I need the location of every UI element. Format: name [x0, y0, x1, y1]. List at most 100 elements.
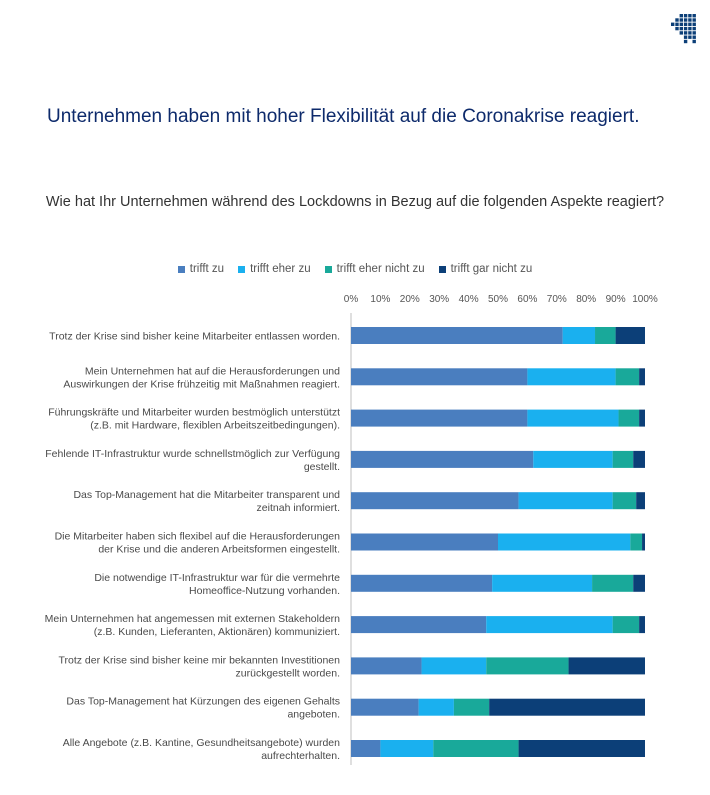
bar-segment — [351, 409, 528, 427]
bar-segment — [639, 368, 645, 386]
legend-item: trifft gar nicht zu — [438, 263, 533, 275]
category-label: (z.B. Kunden, Lieferanten, Aktionären) k… — [94, 626, 340, 638]
logo-square — [679, 14, 683, 18]
bar-segment — [351, 616, 487, 634]
legend-swatch — [177, 265, 185, 273]
bar-segment — [351, 533, 498, 551]
bar-segment — [498, 533, 631, 551]
logo-square — [679, 26, 683, 31]
bar-segment — [486, 616, 613, 634]
logo-square — [688, 31, 692, 35]
bar-segment — [527, 368, 616, 386]
bar-segment — [618, 409, 640, 427]
logo-square — [688, 14, 692, 18]
bar-segment — [351, 492, 519, 510]
x-tick-label: 90% — [606, 294, 626, 305]
category-label: Das Top-Management hat Kürzungen des eig… — [66, 696, 340, 708]
bar-segment — [351, 450, 534, 468]
category-label: Mein Unternehmen hat auf die Herausforde… — [85, 365, 340, 377]
legend-label: trifft zu — [189, 263, 225, 275]
chart-legend: trifft zu trifft eher zu trifft eher nicht… — [0, 263, 710, 275]
logo-square — [692, 14, 696, 18]
category-label: Das Top-Management hat die Mitarbeiter t… — [73, 489, 340, 501]
logo-square — [683, 18, 688, 22]
logo-square — [675, 18, 679, 22]
logo-square — [675, 26, 679, 31]
x-tick-label: 40% — [459, 294, 479, 305]
x-tick-label: 70% — [547, 294, 567, 305]
bar-segment — [518, 740, 645, 757]
bar-segment — [489, 698, 645, 716]
logo-square — [683, 26, 688, 31]
category-label: Führungskräfte und Mitarbeiter wurden be… — [48, 407, 340, 419]
legend-swatch — [438, 265, 446, 273]
category-label: aufrechterhalten. — [261, 750, 340, 762]
bar-segment — [351, 327, 563, 344]
legend-label: trifft gar nicht zu — [450, 263, 533, 275]
logo-square — [671, 22, 675, 26]
bar-segment — [527, 409, 619, 427]
logo-square — [683, 35, 688, 39]
legend-item: trifft eher zu — [238, 263, 311, 275]
bar-segment — [595, 327, 616, 344]
logo-square — [692, 22, 696, 26]
logo-square — [675, 22, 679, 26]
category-label: gestellt. — [304, 461, 340, 473]
x-tick-label: 60% — [517, 294, 537, 305]
category-label: Die Mitarbeiter haben sich flexibel auf … — [55, 531, 341, 543]
bar-segment — [351, 698, 419, 716]
bar-segment — [518, 492, 613, 510]
category-label: zurückgestellt worden. — [236, 667, 340, 679]
logo-square — [692, 31, 696, 35]
logo-square — [683, 31, 688, 35]
x-tick-label: 80% — [576, 294, 596, 305]
bar-segment — [562, 327, 596, 344]
x-tick-label: 20% — [400, 294, 420, 305]
bar-segment — [636, 492, 645, 510]
x-tick-label: 10% — [370, 294, 390, 305]
category-label: der Krise und die anderen Arbeitsformen … — [98, 544, 340, 556]
bar-segment — [633, 574, 645, 592]
category-label: (z.B. mit Hardware, flexiblen Arbeitszei… — [90, 420, 340, 432]
bar-segment — [639, 616, 645, 634]
bar-segment — [351, 368, 528, 386]
bar-segment — [380, 740, 434, 757]
bar-segment — [615, 327, 645, 344]
page-title: Unternehmen haben mit hoher Flexibilität… — [47, 106, 640, 127]
bar-segment — [418, 698, 454, 716]
legend-label: trifft eher zu — [250, 263, 311, 275]
grid-logo-icon — [671, 14, 696, 44]
category-label: Homeoffice-Nutzung vorhanden. — [189, 585, 340, 597]
bar-segment — [486, 657, 569, 675]
logo-square — [679, 31, 683, 35]
logo-square — [683, 22, 688, 26]
logo-square — [688, 22, 692, 26]
category-label: Mein Unternehmen hat angemessen mit exte… — [45, 613, 340, 625]
x-tick-label: 30% — [429, 294, 449, 305]
category-label: Trotz der Krise sind bisher keine mir be… — [58, 654, 340, 666]
bar-segment — [433, 740, 519, 757]
bar-segment — [492, 574, 593, 592]
bar-segment — [421, 657, 487, 675]
logo-square — [683, 14, 688, 18]
bar-segment — [633, 450, 645, 468]
bar-segment — [533, 450, 613, 468]
logo-square — [692, 18, 696, 22]
legend-swatch — [324, 265, 332, 273]
logo-square — [688, 26, 692, 31]
logo-square — [679, 22, 683, 26]
logo-square — [692, 39, 696, 44]
x-tick-label: 100% — [632, 294, 658, 305]
logo-square — [679, 18, 683, 22]
bar-segment — [639, 409, 645, 427]
legend-item: trifft eher nicht zu — [324, 263, 425, 275]
logo-square — [692, 35, 696, 39]
bar-segment — [630, 533, 643, 551]
logo-square — [692, 26, 696, 31]
logo-square — [683, 39, 688, 44]
bar-segment — [612, 616, 640, 634]
category-label: Fehlende IT-Infrastruktur wurde schnells… — [45, 448, 340, 460]
category-label: angeboten. — [287, 709, 340, 721]
legend-item: trifft zu — [177, 263, 225, 275]
